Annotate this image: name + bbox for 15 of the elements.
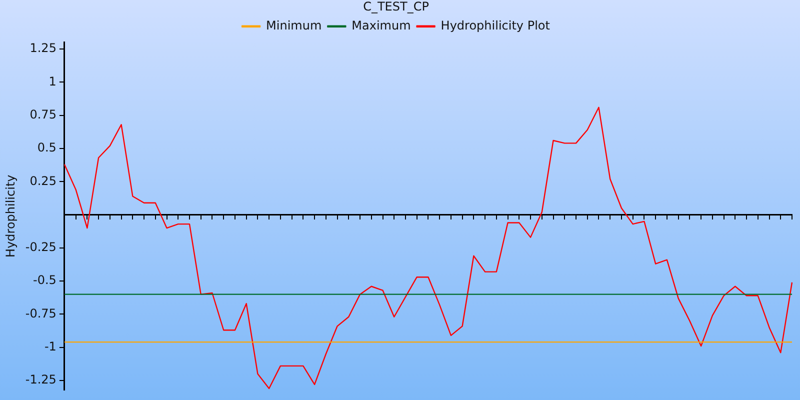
y-tick-label: 1: [48, 74, 56, 88]
legend-label: Hydrophilicity Plot: [440, 18, 550, 33]
y-tick-label: -0.25: [25, 240, 56, 254]
legend-label: Maximum: [352, 18, 411, 33]
y-axis-title: Hydrophilicity: [3, 174, 18, 258]
y-tick-label: -1: [44, 339, 56, 354]
y-tick-label: 0.25: [30, 174, 56, 188]
y-tick-label: -1.25: [25, 372, 56, 387]
y-tick-label: 0.75: [30, 107, 56, 122]
legend-label: Minimum: [266, 18, 322, 33]
y-tick-label: 1.25: [30, 41, 56, 56]
y-tick-label: -0.75: [25, 306, 56, 320]
y-tick-label: 0.5: [37, 140, 56, 155]
chart-title: C_TEST_CP: [363, 0, 429, 14]
y-tick-label: -0.5: [33, 273, 56, 288]
